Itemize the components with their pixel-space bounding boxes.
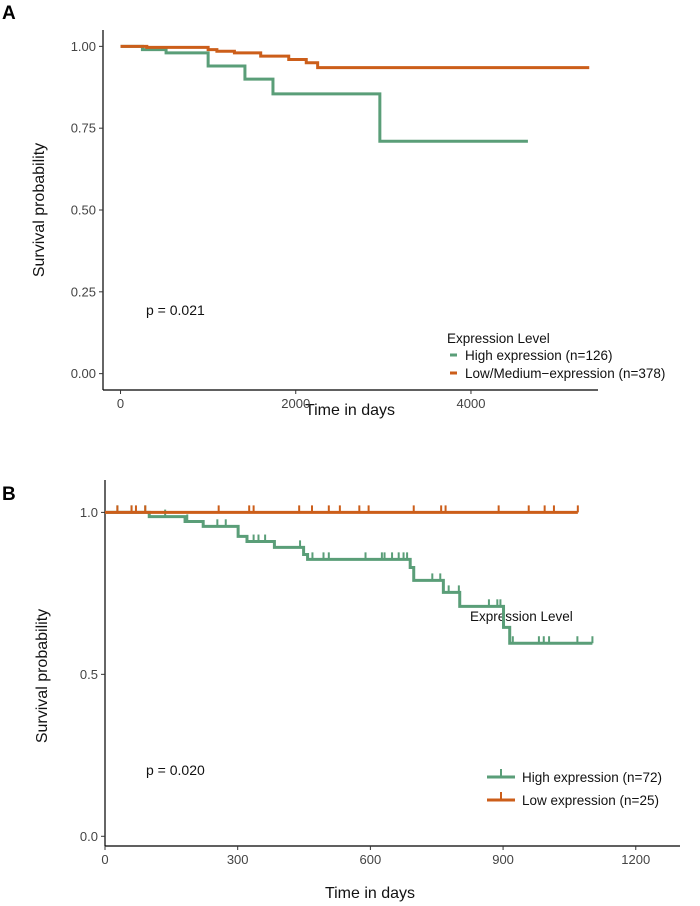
y-tick-label-a: 1.00 [71, 39, 96, 54]
p-value-a: p = 0.021 [146, 302, 205, 318]
legend-item-low-a: Low/Medium−expression (n=378) [465, 366, 665, 381]
legend-item-high-a: High expression (n=126) [465, 348, 612, 363]
x-tick-label-b: 300 [227, 852, 249, 867]
legend-title-a: Expression Level [447, 331, 550, 346]
y-tick-label-b: 0.0 [80, 829, 98, 844]
x-tick-label-b: 0 [101, 852, 108, 867]
x-tick-label-a: 4000 [457, 396, 486, 411]
x-axis-label-b: Time in days [325, 885, 415, 902]
panel-label-b: B [2, 484, 16, 505]
legend-swatch-low-b [487, 792, 515, 802]
survival-curve-high-a [120, 44, 528, 143]
y-axis-label-b: Survival probability [34, 609, 51, 743]
y-tick-label-a: 0.25 [71, 284, 96, 299]
y-tick-label-b: 0.5 [80, 667, 98, 682]
km-plot-b: Time in days Survival probability p = 0.… [34, 480, 680, 902]
survival-curve-low-a [120, 44, 590, 70]
y-tick-label-a: 0.50 [71, 203, 96, 218]
panel-label-a: A [2, 3, 16, 24]
y-tick-label-b: 1.0 [80, 505, 98, 520]
x-tick-label-b: 1200 [621, 852, 650, 867]
legend-title-b: Expression Level [470, 609, 573, 624]
legend-item-high-b: High expression (n=72) [522, 770, 662, 785]
legend-item-low-b: Low expression (n=25) [522, 793, 659, 808]
y-tick-label-a: 0.75 [71, 121, 96, 136]
x-tick-label-a: 0 [117, 396, 124, 411]
x-axis-label-a: Time in days [305, 402, 395, 419]
legend-swatch-high-b [487, 769, 515, 779]
y-axis-label-a: Survival probability [31, 143, 48, 277]
survival-curve-high-b [105, 510, 593, 645]
x-tick-label-b: 900 [492, 852, 514, 867]
x-tick-label-b: 600 [360, 852, 382, 867]
p-value-b: p = 0.020 [146, 762, 205, 778]
x-tick-label-a: 2000 [281, 396, 310, 411]
y-tick-label-a: 0.00 [71, 366, 96, 381]
km-plot-a: Time in days Survival probability p = 0.… [31, 30, 665, 419]
